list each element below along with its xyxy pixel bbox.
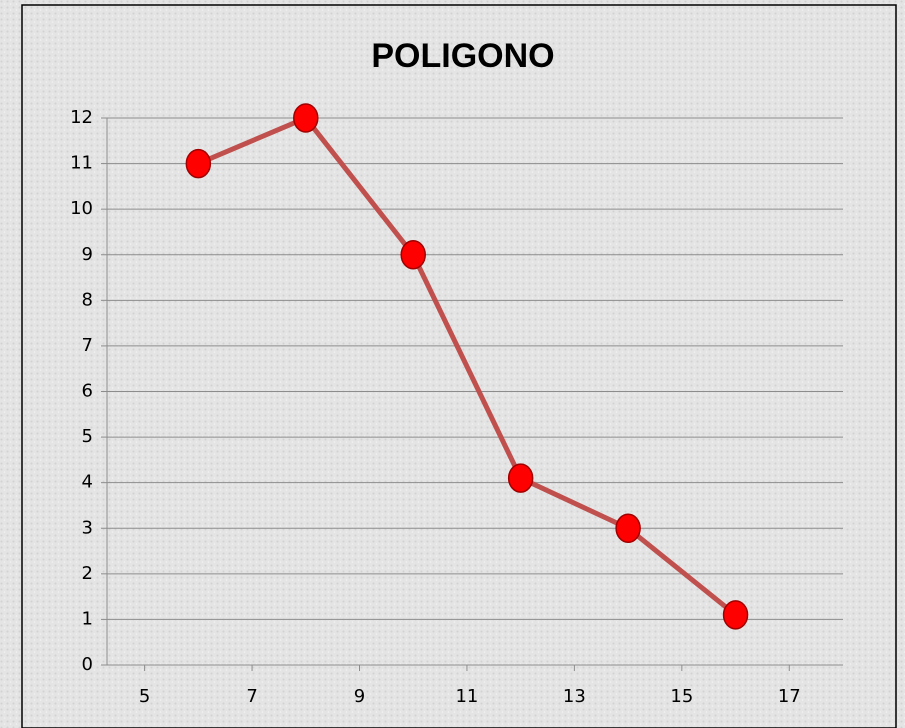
x-tick-label: 11 bbox=[455, 686, 478, 707]
x-tick-label: 17 bbox=[778, 686, 801, 707]
x-tick-label: 5 bbox=[139, 686, 150, 707]
y-tick-label: 3 bbox=[82, 517, 93, 538]
series-line bbox=[197, 115, 738, 617]
y-tick-label: 6 bbox=[82, 381, 93, 402]
y-tick-label: 4 bbox=[82, 472, 93, 493]
marker bbox=[507, 463, 534, 493]
marker bbox=[185, 148, 212, 179]
y-tick-label: 5 bbox=[82, 426, 93, 447]
x-tick-label: 13 bbox=[563, 686, 586, 707]
x-tick-label: 9 bbox=[354, 686, 365, 707]
marker bbox=[722, 600, 749, 630]
y-tick-label: 10 bbox=[70, 198, 93, 219]
chart-title: POLIGONO bbox=[371, 37, 554, 75]
y-tick-label: 7 bbox=[82, 335, 93, 356]
y-tick-label: 11 bbox=[70, 153, 93, 174]
y-tick-label: 9 bbox=[82, 244, 93, 265]
y-tick-label: 8 bbox=[82, 289, 93, 310]
x-tick-label: 7 bbox=[246, 686, 257, 707]
marker bbox=[615, 513, 641, 543]
y-tick-label: 1 bbox=[82, 608, 93, 629]
chart-border bbox=[21, 4, 897, 728]
y-tick-label: 0 bbox=[82, 654, 93, 675]
x-tick-label: 15 bbox=[670, 686, 693, 707]
marker bbox=[400, 240, 426, 270]
y-tick-label: 2 bbox=[82, 563, 93, 584]
marker bbox=[293, 103, 319, 133]
y-tick-label: 12 bbox=[70, 107, 93, 128]
